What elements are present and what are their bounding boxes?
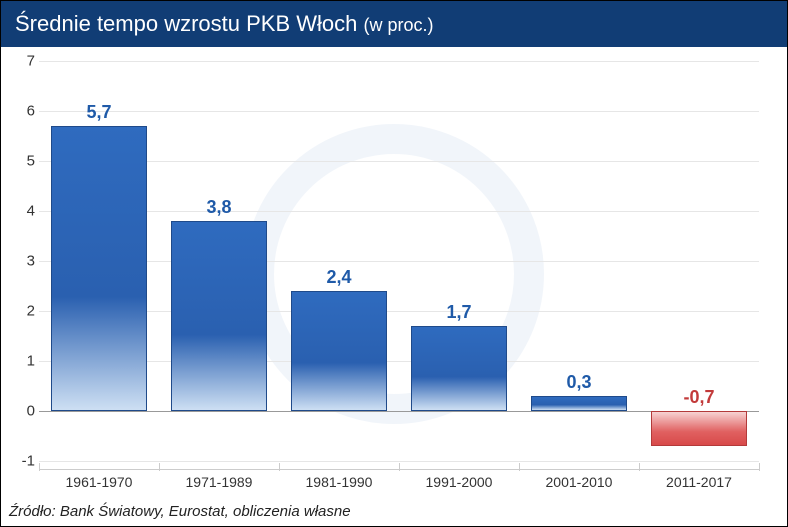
chart-title: Średnie tempo wzrostu PKB Włoch [15, 11, 357, 36]
chart-header: Średnie tempo wzrostu PKB Włoch (w proc.… [1, 1, 787, 47]
x-tick-mark [759, 463, 760, 471]
x-tick-label: 1981-1990 [279, 469, 399, 490]
bar-slot: 1,7 [399, 61, 519, 461]
x-tick-label: 1991-2000 [399, 469, 519, 490]
bar-slot: 5,7 [39, 61, 159, 461]
chart-container: Średnie tempo wzrostu PKB Włoch (w proc.… [0, 0, 788, 527]
bar-slot: -0,7 [639, 61, 759, 461]
bar-value-label: 5,7 [39, 102, 159, 123]
y-tick-label: 0 [13, 403, 35, 420]
x-axis-labels: 1961-19701971-19891981-19901991-20002001… [39, 469, 759, 493]
x-tick-mark [639, 463, 640, 471]
source-text: Źródło: Bank Światowy, Eurostat, oblicze… [9, 503, 351, 520]
y-tick-label: 6 [13, 103, 35, 120]
x-tick-label: 2011-2017 [639, 469, 759, 490]
bar-value-label: 0,3 [519, 372, 639, 393]
bar [411, 326, 507, 411]
gridline [39, 461, 759, 462]
bar-slot: 2,4 [279, 61, 399, 461]
bar [651, 411, 747, 446]
x-tick-label: 1971-1989 [159, 469, 279, 490]
x-tick-mark [519, 463, 520, 471]
bar [51, 126, 147, 411]
x-tick-mark [159, 463, 160, 471]
y-tick-label: 7 [13, 53, 35, 70]
bar-value-label: -0,7 [639, 387, 759, 408]
bar-slot: 0,3 [519, 61, 639, 461]
y-tick-label: 3 [13, 253, 35, 270]
x-tick-mark [399, 463, 400, 471]
y-tick-label: 5 [13, 153, 35, 170]
x-tick-mark [39, 463, 40, 471]
bar [171, 221, 267, 411]
y-tick-label: 1 [13, 353, 35, 370]
x-tick-label: 1961-1970 [39, 469, 159, 490]
bar-value-label: 2,4 [279, 267, 399, 288]
y-tick-label: -1 [13, 453, 35, 470]
y-tick-label: 2 [13, 303, 35, 320]
bar-slot: 3,8 [159, 61, 279, 461]
chart-subtitle: (w proc.) [364, 15, 434, 35]
bar-value-label: 3,8 [159, 197, 279, 218]
bar [291, 291, 387, 411]
x-tick-mark [279, 463, 280, 471]
plot-area: -1012345675,73,82,41,70,3-0,7 [39, 61, 759, 461]
x-tick-label: 2001-2010 [519, 469, 639, 490]
bar [531, 396, 627, 411]
y-tick-label: 4 [13, 203, 35, 220]
bar-value-label: 1,7 [399, 302, 519, 323]
